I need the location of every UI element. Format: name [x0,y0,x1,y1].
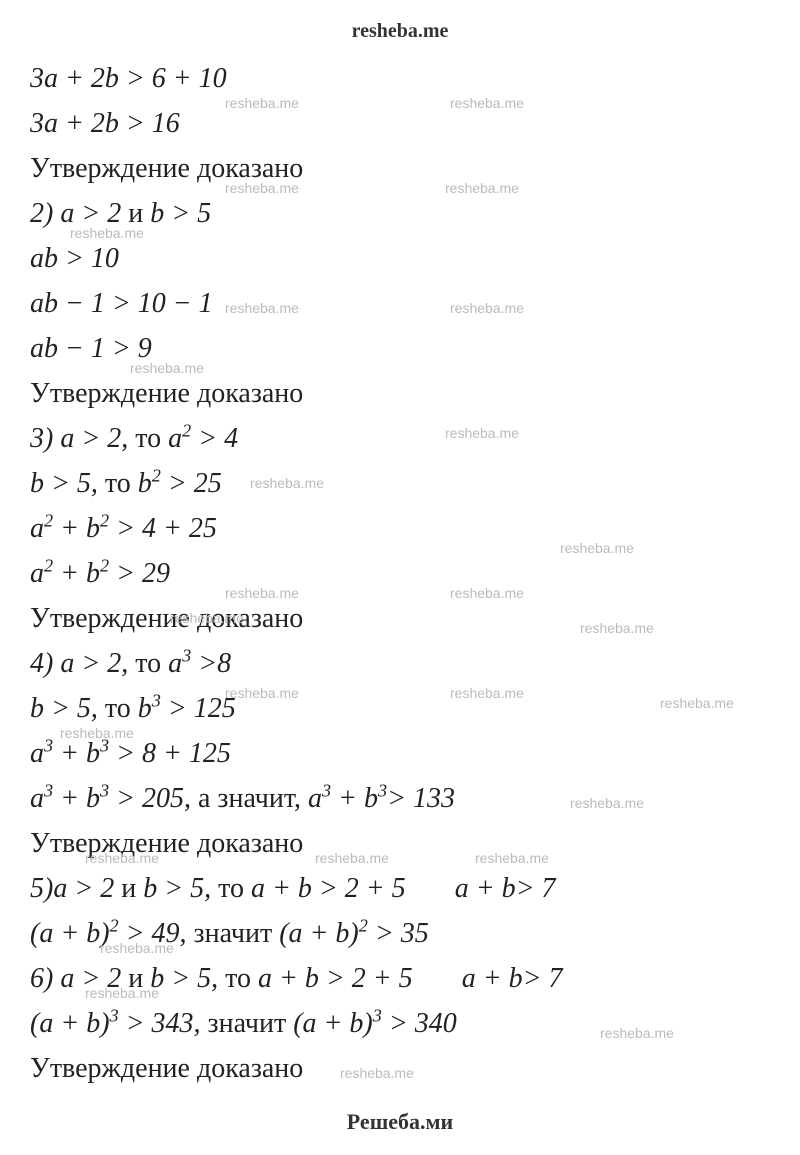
math-line: a2 + b2 > 29 [30,553,770,595]
math-line: 6) a > 2 и b > 5, то a + b > 2 + 5 a + b… [30,958,770,1000]
math-line: Утверждение доказано [30,823,770,865]
math-line: a2 + b2 > 4 + 25 [30,508,770,550]
math-content: 3a + 2b > 6 + 103a + 2b > 16Утверждение … [30,58,770,1090]
page-footer: Решеба.ми [0,1109,800,1135]
math-line: a3 + b3 > 8 + 125 [30,733,770,775]
math-line: 5)a > 2 и b > 5, то a + b > 2 + 5 a + b>… [30,868,770,910]
math-line: ab > 10 [30,238,770,280]
math-line: Утверждение доказано [30,148,770,190]
math-line: 3) a > 2, то a2 > 4 [30,418,770,460]
math-line: Утверждение доказано [30,373,770,415]
math-line: 3a + 2b > 16 [30,103,770,145]
math-line: b > 5, то b3 > 125 [30,688,770,730]
math-line: a3 + b3 > 205, а значит, a3 + b3> 133 [30,778,770,820]
math-line: 3a + 2b > 6 + 10 [30,58,770,100]
math-line: ab − 1 > 10 − 1 [30,283,770,325]
math-line: (a + b)2 > 49, значит (a + b)2 > 35 [30,913,770,955]
math-line: (a + b)3 > 343, значит (a + b)3 > 340 [30,1003,770,1045]
math-line: ab − 1 > 9 [30,328,770,370]
page-header: resheba.me [30,20,770,43]
math-line: Утверждение доказано [30,598,770,640]
math-line: 4) a > 2, то a3 >8 [30,643,770,685]
math-line: b > 5, то b2 > 25 [30,463,770,505]
math-line: Утверждение доказано [30,1048,770,1090]
math-line: 2) a > 2 и b > 5 [30,193,770,235]
